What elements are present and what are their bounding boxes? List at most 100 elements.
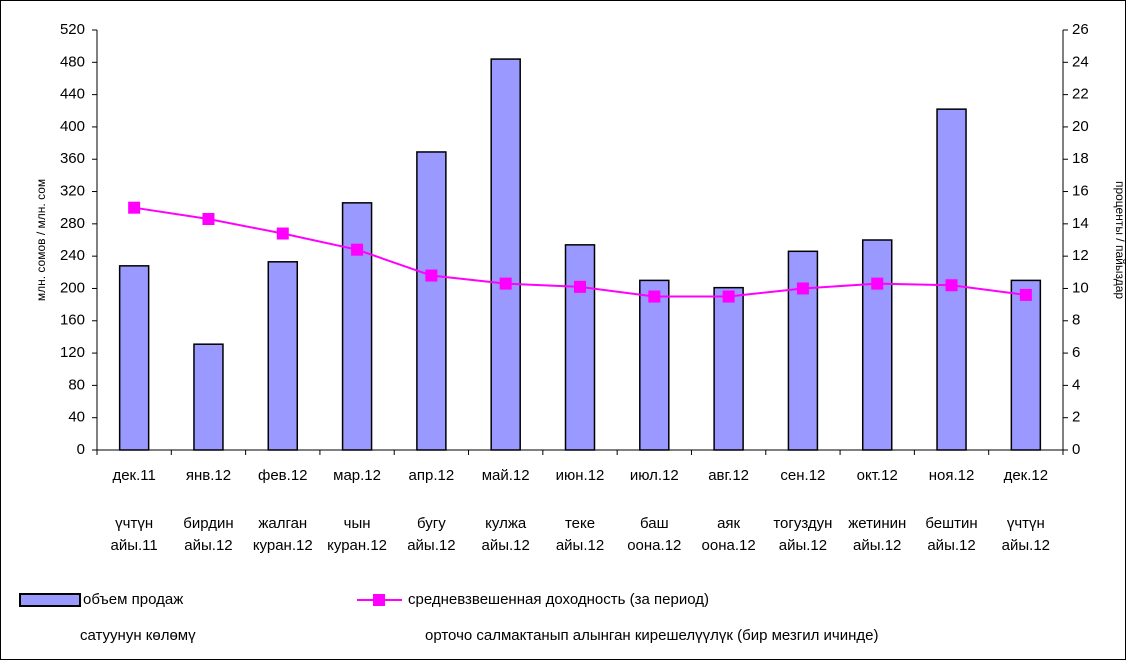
x-tick-label: фев.12	[258, 467, 308, 484]
x-tick-label-ky: айы.12	[927, 537, 975, 554]
x-tick-label-ky: бирдин	[183, 515, 233, 532]
y2-tick-label: 8	[1072, 312, 1080, 329]
y2-tick-label: 6	[1072, 344, 1080, 361]
x-tick-label-ky: айы.12	[482, 537, 530, 554]
x-tick-label: сен.12	[780, 467, 825, 484]
y2-tick-label: 2	[1072, 409, 1080, 426]
y2-tick-label: 0	[1072, 441, 1080, 458]
x-tick-label-ky: айы.12	[407, 537, 455, 554]
y-tick-label: 0	[77, 441, 85, 458]
x-tick-label: дек.11	[112, 467, 155, 484]
x-tick-label-ky: теке	[565, 515, 595, 532]
legend-translation: орточо салмактанып алынган кирешелүүлүк …	[425, 627, 879, 644]
x-tick-label: апр.12	[409, 467, 455, 484]
x-tick-label-ky: үчтүн	[115, 515, 153, 532]
y-tick-label: 120	[60, 344, 85, 361]
x-tick-label-ky: кулжа	[485, 515, 527, 532]
x-tick-label-ky: айы.12	[853, 537, 901, 554]
line-marker	[1019, 288, 1032, 301]
legend-swatch	[19, 593, 81, 607]
x-tick-label: янв.12	[186, 467, 231, 484]
line-marker	[128, 201, 141, 214]
legend-translation: сатуунун көлөмү	[80, 627, 196, 644]
y2-tick-label: 4	[1072, 376, 1080, 393]
y2-tick-label: 16	[1072, 183, 1089, 200]
line-marker	[499, 277, 512, 290]
y2-tick-label: 26	[1072, 21, 1089, 38]
y2-axis-label: проценты / пайыздар	[1113, 181, 1126, 299]
x-tick-label-ky: айы.12	[184, 537, 232, 554]
x-tick-label-ky: куран.12	[327, 537, 387, 554]
x-tick-label-ky: бештин	[925, 515, 977, 532]
y-tick-label: 240	[60, 247, 85, 264]
x-tick-label-ky: тогуздун	[773, 515, 832, 532]
line-marker	[648, 290, 661, 303]
x-tick-label-ky: үчтүн	[1007, 515, 1045, 532]
line-marker	[276, 227, 289, 240]
bar	[193, 343, 224, 451]
bar	[639, 279, 670, 451]
y-tick-label: 520	[60, 21, 85, 38]
y2-tick-label: 22	[1072, 86, 1089, 103]
y-tick-label: 360	[60, 150, 85, 167]
x-tick-label-ky: оона.12	[627, 537, 681, 554]
y-tick-label: 280	[60, 215, 85, 232]
y2-tick-label: 10	[1072, 279, 1089, 296]
x-tick-label-ky: айы.12	[779, 537, 827, 554]
y2-tick-label: 20	[1072, 118, 1089, 135]
x-tick-label-ky: баш	[640, 515, 669, 532]
x-tick-label-ky: айы.11	[111, 537, 158, 554]
line-marker	[351, 243, 364, 256]
bar	[118, 265, 150, 451]
bar	[713, 286, 744, 451]
line-marker	[722, 290, 735, 303]
x-tick-label-ky: куран.12	[253, 537, 313, 554]
y-tick-label: 480	[60, 53, 85, 70]
line-marker	[574, 280, 586, 293]
y-tick-label: 40	[68, 409, 85, 426]
y-tick-label: 200	[60, 279, 85, 296]
legend-label: средневзвешенная доходность (за период)	[408, 591, 709, 608]
bar	[787, 250, 819, 451]
line-marker	[425, 269, 438, 282]
x-tick-label: май.12	[482, 467, 530, 484]
x-tick-label-ky: оона.12	[702, 537, 756, 554]
bar	[416, 151, 447, 451]
y2-tick-label: 24	[1072, 53, 1089, 70]
y-tick-label: 80	[68, 376, 85, 393]
line-marker	[202, 213, 215, 225]
x-tick-label-ky: чын	[344, 515, 371, 532]
bar	[341, 202, 373, 451]
bar	[490, 58, 521, 451]
bar	[564, 244, 596, 451]
line-marker	[945, 279, 958, 292]
y-axis-label: млн. сомов / млн. сом	[34, 179, 48, 301]
y2-tick-label: 18	[1072, 150, 1089, 167]
legend-label: объем продаж	[83, 591, 183, 608]
legend-marker	[373, 594, 385, 606]
x-tick-label-ky: жетинин	[848, 515, 906, 532]
y-tick-label: 440	[60, 86, 85, 103]
bar	[861, 239, 893, 451]
x-tick-label-ky: аяк	[717, 515, 740, 532]
bar	[1010, 279, 1042, 451]
x-tick-label: июн.12	[556, 467, 605, 484]
bar	[267, 261, 299, 451]
x-tick-label: дек.12	[1004, 467, 1049, 484]
x-tick-label: авг.12	[708, 467, 749, 484]
x-tick-label: июл.12	[630, 467, 679, 484]
y-tick-label: 400	[60, 118, 85, 135]
line-marker	[871, 277, 884, 290]
x-tick-label: мар.12	[333, 467, 381, 484]
line-marker	[796, 282, 809, 295]
y-tick-label: 320	[60, 183, 85, 200]
y2-tick-label: 14	[1072, 215, 1089, 232]
x-tick-label-ky: айы.12	[556, 537, 604, 554]
y-tick-label: 160	[60, 312, 85, 329]
x-tick-label-ky: бугу	[417, 515, 446, 532]
x-tick-label: ноя.12	[929, 467, 975, 484]
y2-tick-label: 12	[1072, 247, 1089, 264]
x-tick-label: окт.12	[857, 467, 898, 484]
x-tick-label-ky: жалган	[258, 515, 307, 532]
